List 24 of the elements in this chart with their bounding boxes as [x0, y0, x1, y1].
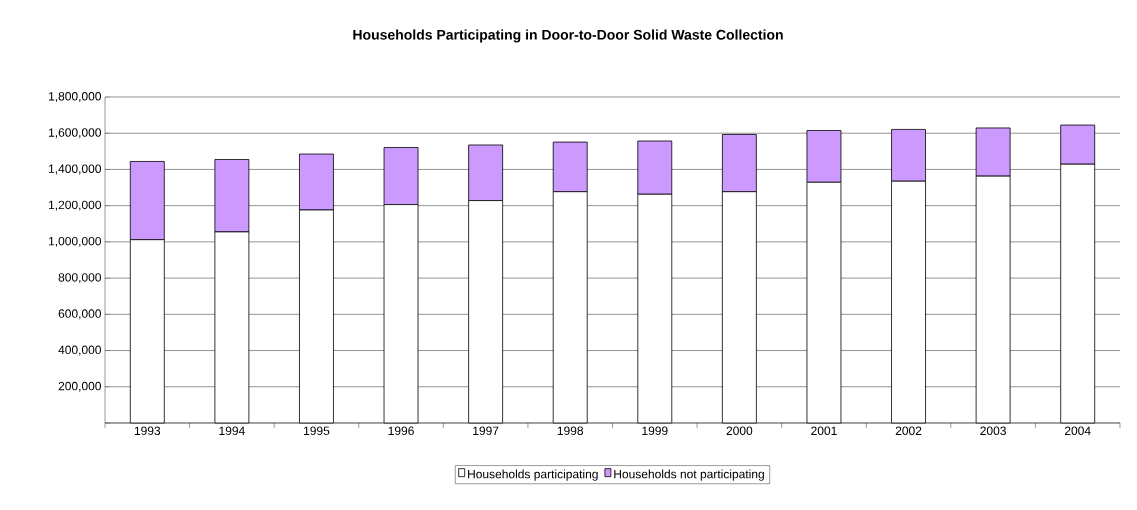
y-tick-label: 1,800,000	[49, 92, 102, 102]
x-tick-label: 2002	[895, 426, 922, 436]
y-tick-label: 600,000	[58, 309, 102, 320]
x-tick-label: 1993	[134, 426, 161, 436]
x-tick-label: 2004	[1064, 426, 1091, 436]
y-tick-label: 800,000	[58, 273, 102, 284]
x-tick-label: 1997	[473, 426, 499, 436]
x-tick-label: 1995	[304, 426, 330, 436]
legend-label: Households not participating	[614, 469, 764, 481]
x-tick-label: 2001	[811, 426, 837, 436]
y-tick-label: 200,000	[58, 381, 102, 392]
x-tick-label: 1994	[219, 426, 245, 436]
y-tick-label: 1,400,000	[49, 164, 102, 175]
y-tick-label: 1,000,000	[49, 236, 102, 247]
legend-label: Households participating	[468, 469, 598, 481]
y-tick-label: 400,000	[58, 345, 102, 356]
y-tick-label: 1,200,000	[49, 200, 102, 211]
x-tick-label: 2000	[726, 426, 753, 436]
y-tick-label: 1,600,000	[49, 128, 102, 139]
x-tick-label: 2003	[980, 426, 1006, 436]
x-tick-label: 1998	[557, 426, 584, 436]
chart-title: Households Participating in Door-to-Door Solid Waste Collection	[353, 29, 783, 43]
x-tick-label: 1999	[642, 426, 668, 436]
x-tick-label: 1996	[388, 426, 414, 436]
